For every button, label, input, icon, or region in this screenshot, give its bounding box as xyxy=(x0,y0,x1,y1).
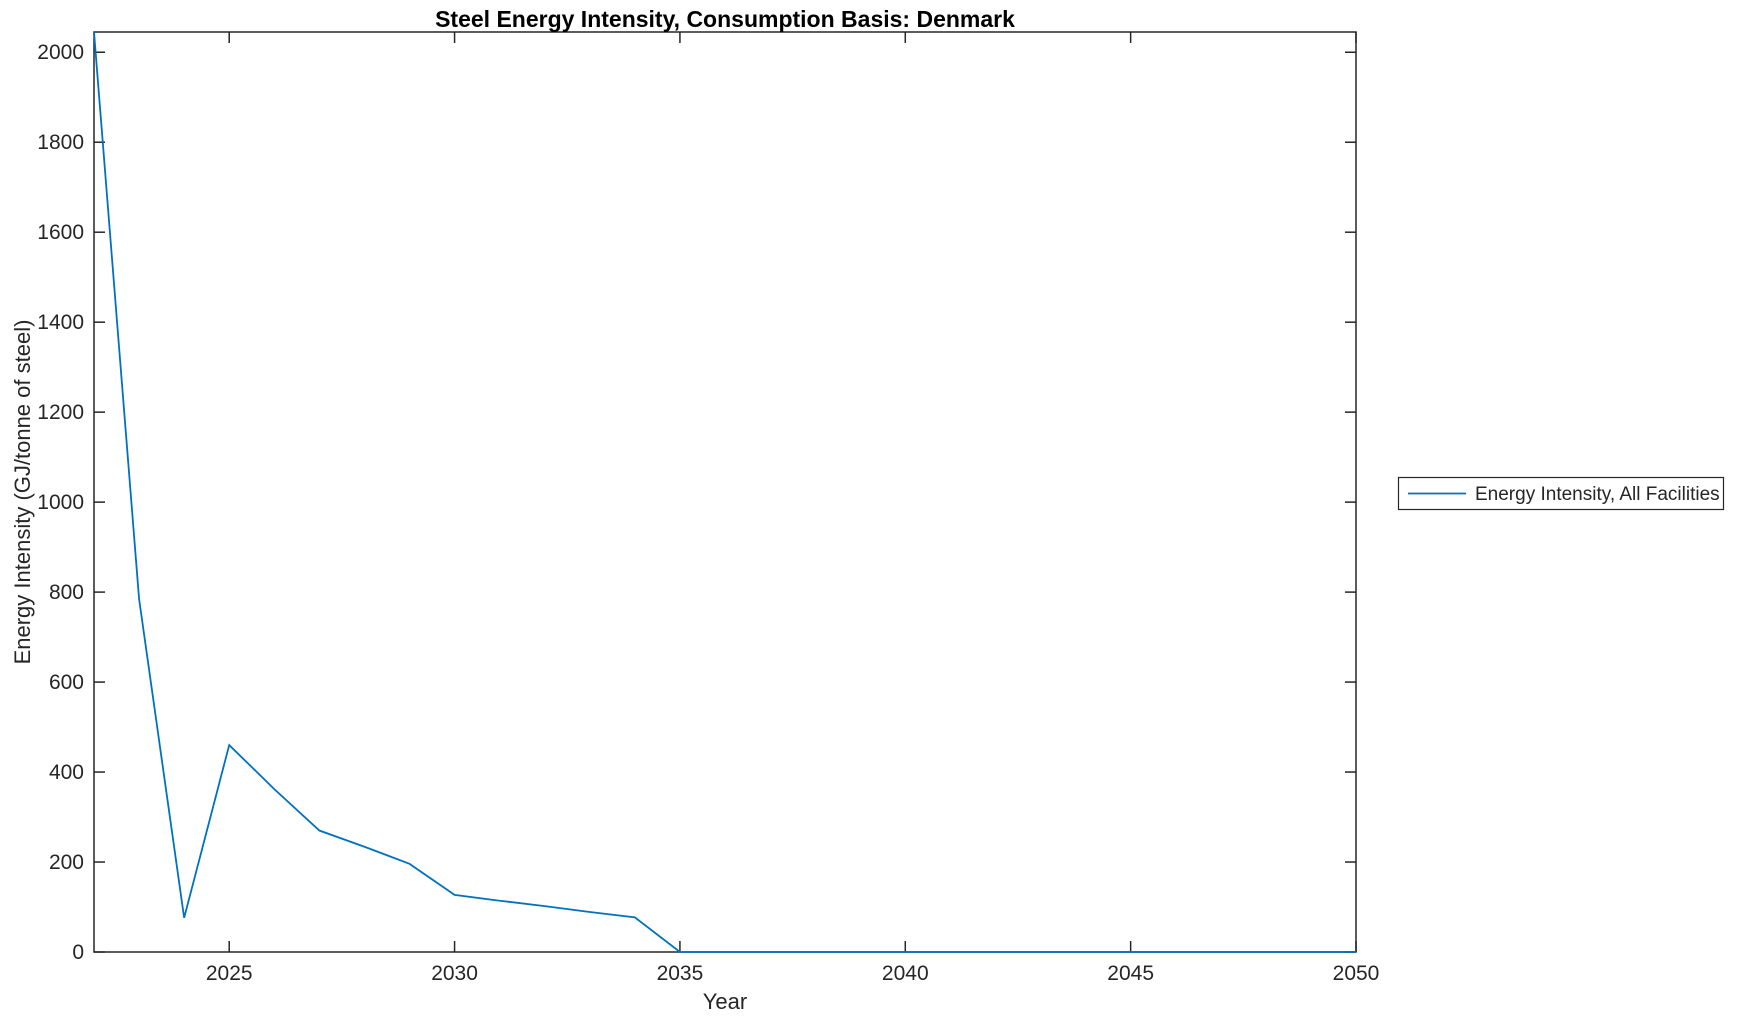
y-tick-label: 1800 xyxy=(37,131,84,154)
y-tick-label: 200 xyxy=(49,851,84,874)
x-tick-label: 2030 xyxy=(431,962,478,985)
y-tick-label: 1600 xyxy=(37,221,84,244)
y-tick-label: 1200 xyxy=(37,401,84,424)
y-tick-label: 800 xyxy=(49,581,84,604)
series-group xyxy=(93,31,1356,953)
x-tick-label: 2045 xyxy=(1107,962,1154,985)
y-tick-label: 2000 xyxy=(37,41,84,64)
x-tick-label: 2050 xyxy=(1333,962,1380,985)
legend-item-label: Energy Intensity, All Facilities xyxy=(1475,484,1720,505)
y-tick-label: 1000 xyxy=(37,491,84,514)
legend: Energy Intensity, All Facilities xyxy=(1397,476,1725,511)
series-line xyxy=(93,31,1356,953)
chart-title: Steel Energy Intensity, Consumption Basi… xyxy=(435,6,1015,32)
x-tick-label: 2025 xyxy=(206,962,253,985)
y-tick-label: 0 xyxy=(72,941,84,964)
y-tick-label: 1400 xyxy=(37,311,84,334)
plot-area xyxy=(93,31,1357,953)
axes-ticks: 2025 2030 2035 2040 2045 2050 0 200 400 600 800 100… xyxy=(37,32,1379,985)
y-tick-label: 400 xyxy=(49,761,84,784)
x-tick-label: 2040 xyxy=(882,962,929,985)
x-tick-label: 2035 xyxy=(657,962,704,985)
x-axis-label: Year xyxy=(703,989,747,1014)
y-tick-label: 600 xyxy=(49,671,84,694)
y-axis-label: Energy Intensity (GJ/tonne of steel) xyxy=(10,320,35,665)
